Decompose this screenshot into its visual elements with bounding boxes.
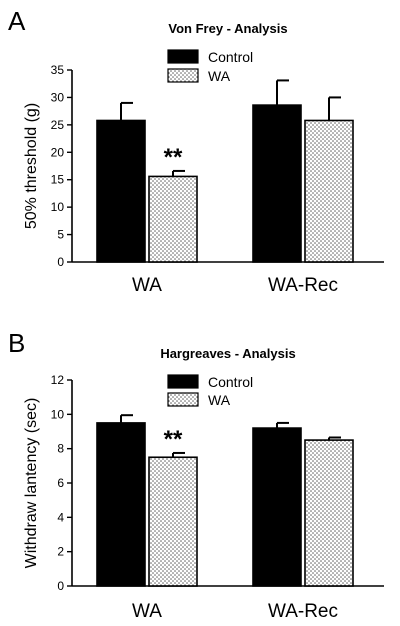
y-tick-label: 15 — [51, 173, 65, 187]
panel-label: B — [8, 328, 25, 358]
legend-swatch — [167, 68, 199, 83]
y-tick-label: 5 — [57, 228, 64, 242]
chart-title: Hargreaves - Analysis — [160, 346, 295, 361]
y-tick-label: 30 — [51, 90, 65, 104]
y-axis-label: Withdraw lantency (sec) — [23, 398, 40, 569]
significance-annotation: ** — [164, 144, 183, 171]
bar-wa-wa-rec — [304, 119, 354, 263]
legend-swatch — [167, 49, 199, 64]
y-tick-label: 10 — [51, 200, 65, 214]
legend-label: WA — [208, 68, 231, 84]
chart-title: Von Frey - Analysis — [168, 21, 287, 36]
y-tick-label: 6 — [57, 476, 64, 490]
x-tick-label: WA-Rec — [268, 601, 338, 622]
bar-wa-wa — [148, 456, 198, 587]
bar-control-wa — [96, 119, 146, 263]
chart-panel-A: A Von Frey - Analysis 50% threshold (g) 0 5 1… — [8, 6, 384, 296]
y-tick-label: 8 — [57, 442, 64, 456]
legend-label: Control — [208, 374, 253, 390]
x-tick-label: WA — [132, 601, 162, 622]
y-tick-label: 0 — [57, 579, 64, 593]
legend-swatch — [167, 374, 199, 389]
legend-label: Control — [208, 49, 253, 65]
bar-control-wa — [96, 422, 146, 587]
y-tick-label: 35 — [51, 63, 65, 77]
y-tick-label: 2 — [57, 545, 64, 559]
bar-control-wa-rec — [252, 104, 302, 263]
bar-wa-wa-rec — [304, 439, 354, 587]
y-tick-label: 12 — [51, 373, 65, 387]
legend-swatch — [167, 392, 199, 407]
chart-panel-B: B Hargreaves - Analysis Withdraw lantency … — [8, 328, 384, 622]
y-axis-label: 50% threshold (g) — [23, 103, 40, 229]
significance-annotation: ** — [164, 426, 183, 453]
y-tick-label: 25 — [51, 118, 65, 132]
x-tick-label: WA-Rec — [268, 275, 338, 296]
y-tick-label: 4 — [57, 510, 64, 524]
y-tick-label: 20 — [51, 145, 65, 159]
x-tick-label: WA — [132, 275, 162, 296]
panel-label: A — [8, 6, 26, 36]
bar-wa-wa — [148, 175, 198, 263]
y-tick-label: 10 — [51, 407, 65, 421]
legend-label: WA — [208, 392, 231, 408]
y-tick-label: 0 — [57, 255, 64, 269]
bar-control-wa-rec — [252, 427, 302, 587]
